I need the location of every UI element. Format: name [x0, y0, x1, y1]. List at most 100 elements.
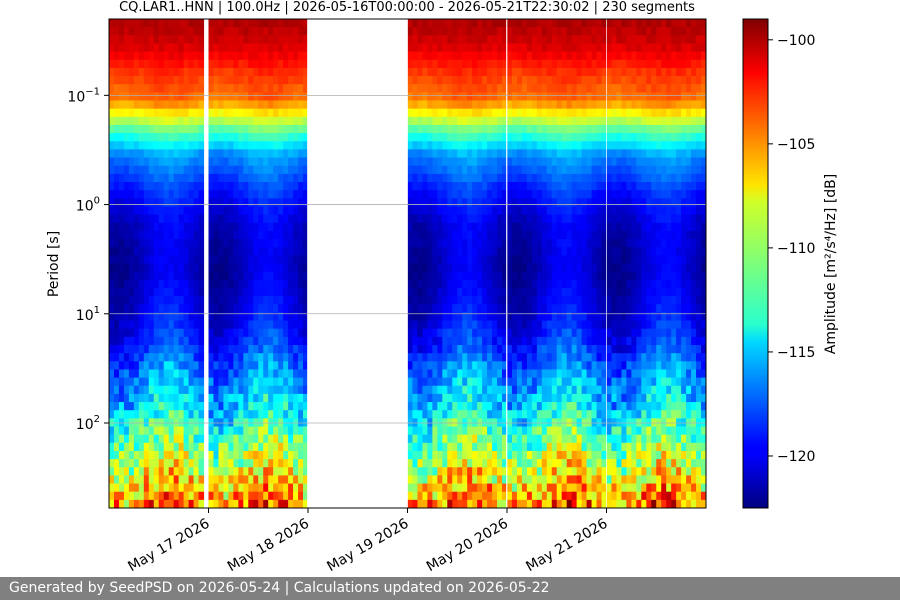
heatmap-cell [253, 385, 259, 395]
heatmap-cell [576, 133, 583, 142]
heatmap-cell [188, 385, 195, 395]
heatmap-cell [193, 84, 200, 93]
heatmap-cell [218, 279, 225, 289]
heatmap-cell [616, 402, 623, 411]
heatmap-cell [457, 100, 463, 110]
heatmap-cell [253, 59, 259, 69]
heatmap-cell [571, 67, 578, 77]
heatmap-cell [238, 43, 244, 53]
heatmap-cell [497, 434, 503, 444]
heatmap-cell [407, 296, 414, 305]
heatmap-cell [467, 475, 473, 485]
heatmap-cell [258, 222, 264, 232]
heatmap-cell [198, 410, 205, 419]
heatmap-cell [462, 173, 468, 183]
heatmap-cell [541, 345, 548, 354]
heatmap-cell [561, 19, 568, 28]
heatmap-cell [571, 124, 578, 134]
heatmap-cell [233, 361, 239, 371]
heatmap-cell [437, 100, 443, 110]
heatmap-cell [268, 426, 274, 436]
heatmap-cell [502, 491, 508, 501]
heatmap-cell [178, 173, 185, 183]
heatmap-cell [447, 206, 453, 216]
heatmap-cell [596, 287, 603, 297]
heatmap-cell [487, 27, 493, 36]
heatmap-cell [492, 173, 498, 183]
heatmap-cell [492, 385, 498, 395]
heatmap-cell [541, 214, 548, 224]
heatmap-cell [526, 76, 533, 85]
heatmap-cell [556, 51, 563, 61]
heatmap-cell [288, 483, 294, 493]
heatmap-cell [462, 304, 468, 313]
heatmap-cell [143, 304, 150, 313]
heatmap-cell [591, 100, 598, 110]
heatmap-cell [193, 182, 200, 191]
heatmap-cell [168, 328, 175, 338]
heatmap-cell [188, 361, 195, 371]
heatmap-cell [158, 328, 165, 338]
heatmap-cell [621, 133, 627, 142]
heatmap-cell [497, 467, 503, 476]
heatmap-cell [163, 304, 170, 313]
heatmap-cell [447, 271, 453, 281]
heatmap-cell [601, 100, 608, 110]
heatmap-cell [571, 133, 578, 142]
heatmap-cell [621, 434, 627, 444]
heatmap-cell [581, 271, 588, 281]
heatmap-cell [193, 434, 200, 444]
heatmap-cell [432, 353, 438, 362]
heatmap-cell [541, 100, 548, 110]
heatmap-cell [507, 483, 513, 493]
heatmap-cell [278, 312, 284, 322]
heatmap-cell [273, 459, 279, 468]
heatmap-cell [412, 475, 419, 485]
heatmap-cell [616, 393, 623, 403]
heatmap-cell [482, 182, 488, 191]
heatmap-cell [556, 459, 563, 468]
heatmap-cell [422, 108, 428, 118]
heatmap-cell [611, 165, 618, 175]
heatmap-cell [238, 157, 244, 167]
heatmap-cell [133, 239, 140, 248]
heatmap-cell [551, 19, 558, 28]
heatmap-cell [591, 483, 598, 493]
heatmap-cell [616, 222, 623, 232]
heatmap-cell [596, 296, 603, 305]
heatmap-cell [457, 190, 463, 199]
heatmap-cell [228, 27, 234, 36]
heatmap-cell [412, 304, 419, 313]
heatmap-cell [616, 410, 623, 419]
heatmap-cell [183, 76, 190, 85]
heatmap-cell [462, 59, 468, 69]
heatmap-cell [586, 141, 593, 150]
heatmap-cell [223, 124, 229, 134]
heatmap-cell [432, 369, 438, 379]
heatmap-cell [248, 173, 254, 183]
heatmap-cell [128, 51, 135, 61]
heatmap-cell [526, 92, 533, 102]
heatmap-cell [511, 43, 518, 53]
heatmap-cell [238, 491, 244, 501]
heatmap-cell [133, 76, 140, 85]
heatmap-cell [477, 222, 483, 232]
heatmap-cell [497, 222, 503, 232]
heatmap-cell [263, 190, 269, 199]
heatmap-cell [128, 450, 135, 460]
heatmap-cell [541, 336, 548, 346]
heatmap-cell [601, 499, 608, 508]
heatmap-cell [183, 304, 190, 313]
heatmap-cell [437, 92, 443, 102]
heatmap-cell [591, 410, 598, 419]
heatmap-cell [427, 345, 433, 354]
heatmap-cell [437, 271, 443, 281]
heatmap-cell [178, 304, 185, 313]
heatmap-cell [213, 320, 220, 330]
heatmap-cell [596, 369, 603, 379]
heatmap-cell [427, 393, 433, 403]
heatmap-cell [611, 434, 618, 444]
heatmap-cell [437, 426, 443, 436]
heatmap-cell [173, 287, 180, 297]
heatmap-cell [278, 491, 284, 501]
